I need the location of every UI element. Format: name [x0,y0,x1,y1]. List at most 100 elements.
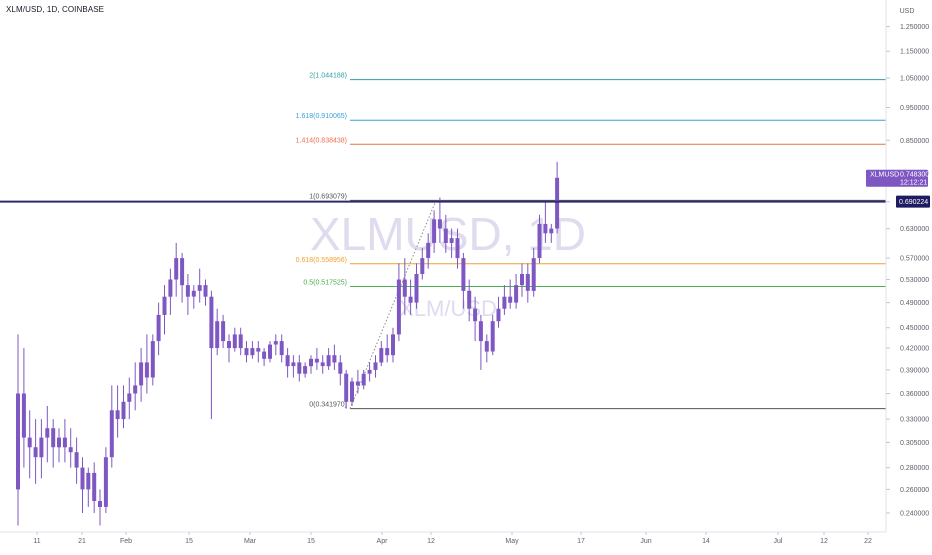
candle [420,247,425,280]
candle [27,410,32,479]
candle [385,334,390,363]
candle [361,369,366,390]
candle [350,377,354,406]
y-axis-tick-label: 0.360000 [900,391,929,398]
candle-body [262,351,267,359]
trend-line[interactable] [349,200,437,409]
candle-body [303,366,308,374]
candle-body [361,373,366,386]
candle [174,242,179,297]
candle [520,263,524,297]
candle-body [68,447,73,453]
candle [109,385,114,468]
candle-body [555,177,560,229]
axis-currency-label: USD [900,8,915,15]
candle [185,274,190,315]
candle-body [285,355,290,367]
candle-body [273,341,278,345]
candle-body [309,358,313,367]
candle-body [232,334,237,349]
candle [215,308,220,356]
candle-body [537,223,542,258]
y-axis-tick-label: 0.570000 [900,256,929,263]
candle-body [502,296,507,309]
candle-body [396,279,401,335]
candle [297,355,302,382]
fib-level-label: 2(1.044188) [309,73,347,80]
candle-body [455,238,460,259]
fib-level-label: 0.618(0.558956) [296,257,347,264]
candle [402,258,407,315]
candle [291,355,296,378]
candle-body [543,223,548,234]
x-axis-tick-label: 11 [33,538,40,545]
candle-body [496,308,501,322]
candle-body [139,362,144,386]
candle [33,419,38,484]
candle-body [98,501,102,507]
candle-body [279,341,284,356]
candle [320,355,325,374]
fibonacci-levels[interactable]: 2(1.044188) 1.618(0.910065) 1.414(0.838438… [296,73,886,410]
candle-body [16,393,20,490]
fib-trend-line[interactable] [349,200,437,409]
candle [144,334,149,394]
candle [338,355,343,386]
candle-body [238,334,243,349]
price-axis[interactable]: USD 0.240000 0.260000 0.280000 0.305000 0.33… [885,0,929,532]
candle [256,341,261,363]
x-axis-tick-label: 15 [307,538,315,545]
x-axis-tick-label: 21 [78,538,86,545]
candle [57,428,61,463]
candle [344,369,349,409]
y-axis-tick-label: 1.250000 [900,24,929,31]
candle [16,334,20,526]
candle-body [185,285,190,297]
y-axis-tick-label: 0.420000 [900,346,929,353]
x-axis-tick-label: Feb [120,538,132,545]
y-axis-tick-label: 0.260000 [900,487,929,494]
candle-body [86,472,91,490]
y-axis-tick-label: 0.630000 [900,226,929,233]
candle [396,263,401,342]
candle [98,489,102,526]
candle-body [320,362,325,367]
candle [303,362,308,378]
candle-body [227,341,231,348]
candle-body [21,393,26,438]
candle-body [80,467,85,490]
x-axis-tick-label: 22 [864,538,872,545]
watermark-main: XLMUSD, 1D [310,208,586,260]
candle-body [332,355,337,363]
candles [16,161,560,526]
x-axis-tick-label: Apr [377,538,389,545]
candle-body [531,258,536,291]
candle [555,161,560,234]
candle-body [27,437,32,448]
candle [262,348,267,367]
time-axis[interactable]: 11 21 Feb 15 Mar 15 Apr 12 May 17 Jun 14 Jul 12 22 [0,531,886,545]
candle-body [484,341,489,352]
candle-body [461,258,466,291]
x-axis-tick-label: 12 [427,538,435,545]
candle-body [57,437,61,448]
y-axis-tick-label: 0.490000 [900,300,929,307]
crosshair-price-tag [896,195,930,208]
candle-body [355,381,360,386]
candle-body [314,358,319,363]
candle [80,457,85,513]
candle [238,327,243,356]
candle-body [103,457,108,507]
candle-body [449,238,454,243]
candle-body [268,344,272,359]
crosshair-price-value: 0.690224 [899,199,928,206]
candle [285,348,290,378]
candle-body [33,447,38,458]
candle-body [250,348,255,356]
candle [314,348,319,370]
candle [367,362,372,382]
candle [478,314,483,370]
candle [121,385,126,429]
